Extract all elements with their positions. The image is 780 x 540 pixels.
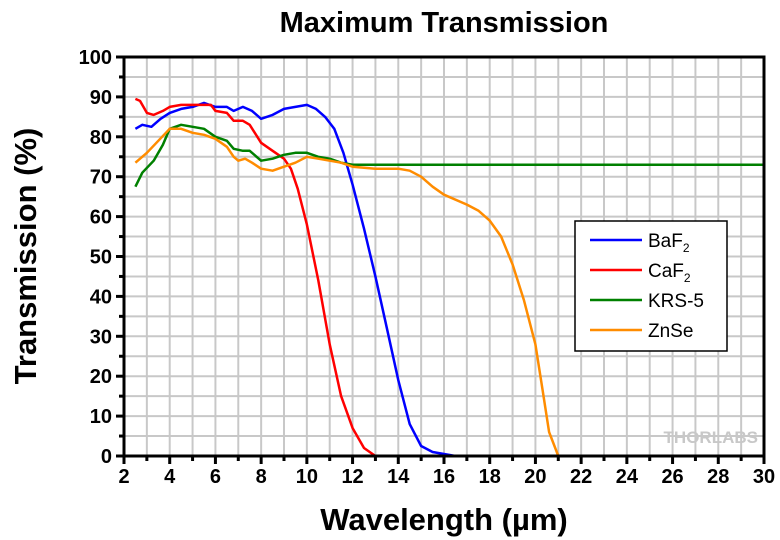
y-tick-label: 70 [90, 167, 112, 189]
y-tick-label: 20 [90, 366, 112, 388]
x-tick-label: 12 [341, 466, 363, 488]
y-tick-label: 40 [90, 286, 112, 308]
y-tick-label: 100 [79, 47, 112, 69]
watermark: THORLABS [664, 428, 758, 447]
x-tick-label: 14 [387, 466, 410, 488]
legend-label: ZnSe [648, 321, 693, 342]
series-line-caf [134, 97, 377, 458]
x-tick-label: 22 [570, 466, 592, 488]
x-tick-label: 30 [753, 466, 775, 488]
x-tick-label: 4 [164, 466, 176, 488]
x-tick-label: 28 [707, 466, 729, 488]
series-line-krs-5 [134, 123, 764, 188]
y-tick-label: 30 [90, 326, 112, 348]
series-lines [134, 97, 764, 458]
x-axis-label: Wavelength (µm) [320, 502, 568, 537]
y-tick-label: 90 [90, 87, 112, 109]
y-tick-label: 10 [90, 406, 112, 428]
axis-ticks: 2 4 6 8 10 12 14 16 18 20 22 24 26 28 3001020304050607… [79, 47, 776, 488]
x-tick-label: 16 [433, 466, 455, 488]
x-tick-label: 10 [296, 466, 318, 488]
legend-label: KRS-5 [648, 291, 704, 312]
chart-title: Maximum Transmission [280, 7, 609, 39]
y-tick-label: 60 [90, 207, 112, 229]
x-tick-label: 8 [256, 466, 267, 488]
y-axis-label: Transmission (%) [8, 128, 43, 385]
series-line-baf [134, 101, 456, 458]
y-tick-label: 80 [90, 127, 112, 149]
x-tick-label: 26 [661, 466, 683, 488]
legend-label: CaF2 [648, 261, 691, 285]
series-line-znse [134, 127, 560, 457]
x-tick-label: 6 [210, 466, 221, 488]
x-tick-label: 18 [479, 466, 501, 488]
x-tick-label: 20 [524, 466, 546, 488]
x-tick-label: 2 [118, 466, 129, 488]
x-tick-label: 24 [616, 466, 639, 488]
y-tick-label: 0 [101, 446, 112, 468]
y-tick-label: 50 [90, 247, 112, 269]
